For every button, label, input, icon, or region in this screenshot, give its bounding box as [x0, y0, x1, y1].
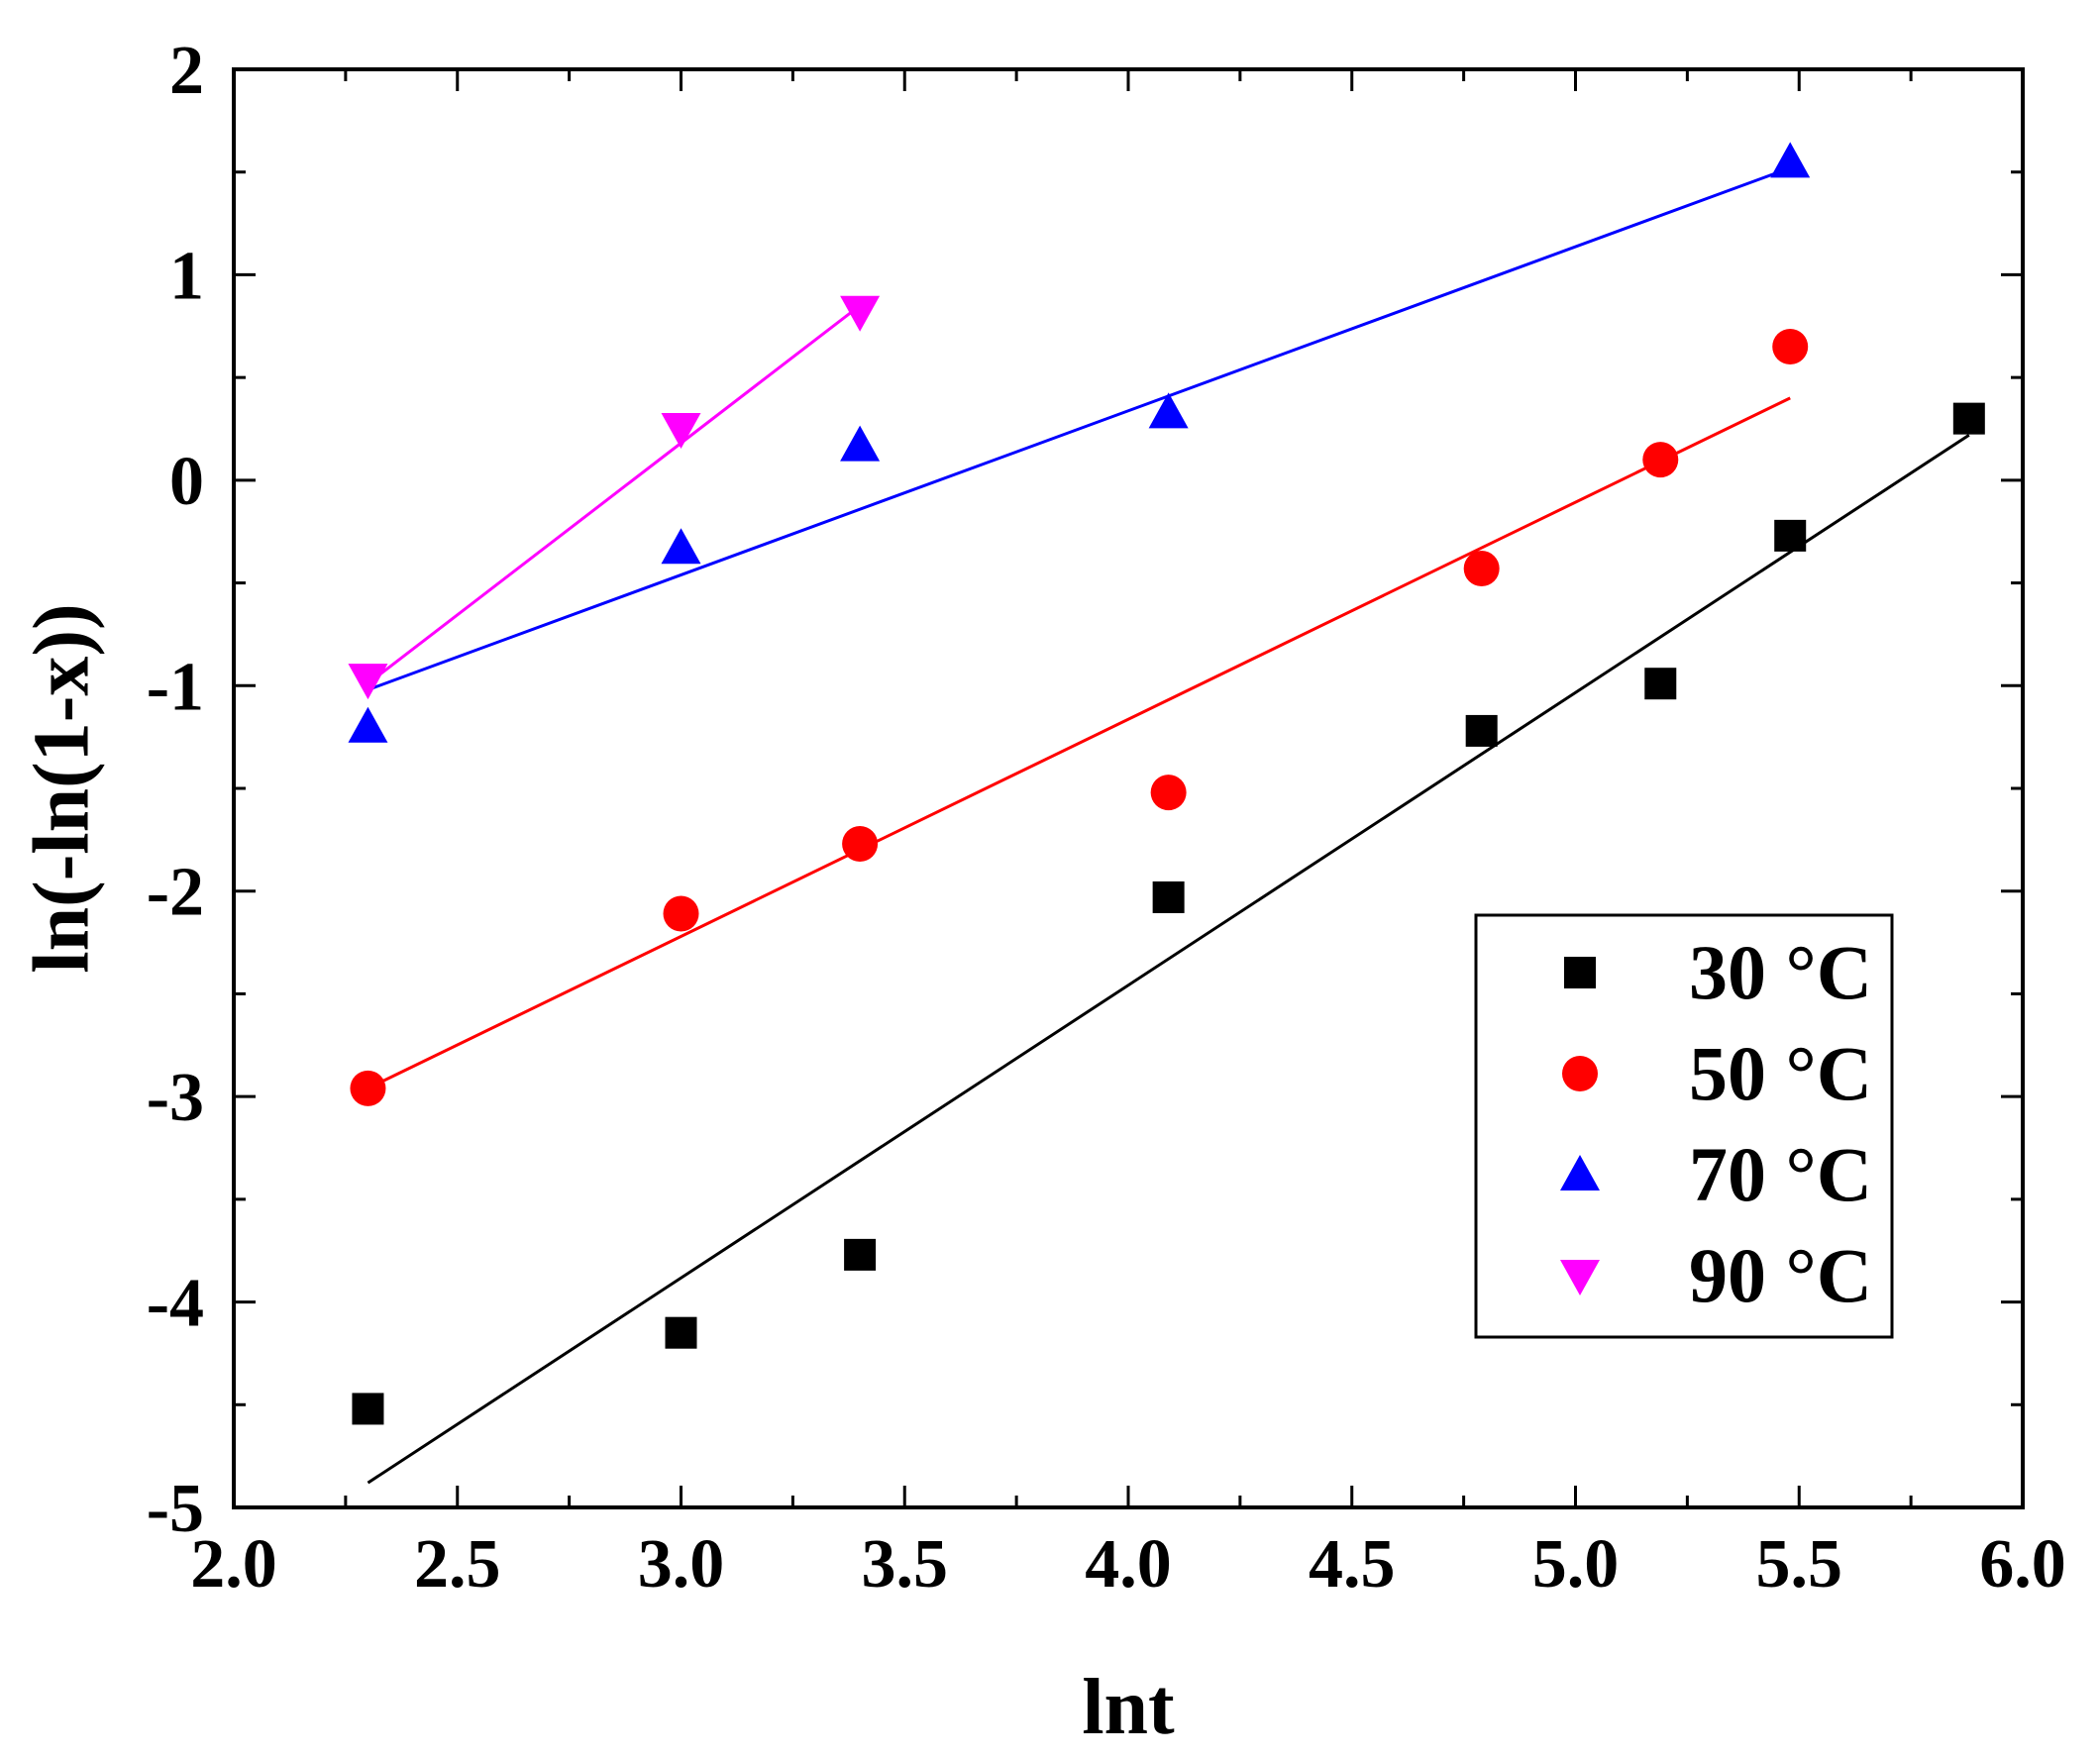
data-point-series-2: [842, 826, 879, 863]
x-tick-label: 3.5: [862, 1526, 949, 1603]
data-point-series-4: [840, 295, 881, 332]
legend-marker-series-3: [1560, 1155, 1600, 1191]
y-tick-label: -3: [147, 1060, 204, 1136]
fit-line-series-4: [367, 304, 862, 685]
data-point-series-2: [1463, 551, 1500, 587]
data-point-series-1: [665, 1316, 697, 1349]
data-point-series-1: [352, 1393, 384, 1425]
data-point-series-1: [844, 1238, 877, 1271]
x-tick-label: 5.0: [1532, 1526, 1620, 1603]
data-point-series-3: [1148, 392, 1189, 429]
x-tick-label: 6.0: [1979, 1526, 2066, 1603]
y-tick-label: 1: [169, 238, 204, 314]
legend-marker-series-1: [1564, 957, 1596, 988]
y-tick-label: -2: [147, 855, 204, 931]
legend-label-series-2: 50 °C: [1689, 1030, 1872, 1116]
legend-marker-series-2: [1562, 1056, 1598, 1091]
x-tick-label: 4.5: [1309, 1526, 1396, 1603]
y-tick-label: -4: [147, 1266, 204, 1342]
data-point-series-1: [1644, 668, 1677, 700]
data-points: [348, 142, 1985, 1425]
fit-line-series-1: [367, 433, 1970, 1485]
data-point-series-2: [1150, 775, 1187, 811]
data-point-series-4: [348, 664, 388, 700]
data-point-series-2: [663, 895, 699, 932]
legend: 30 °C 50 °C 70 °C 90 °C: [1474, 913, 1894, 1339]
data-point-series-3: [661, 528, 701, 565]
legend-label-series-4: 90 °C: [1689, 1232, 1872, 1318]
data-point-series-1: [1774, 519, 1807, 552]
data-point-series-2: [350, 1070, 386, 1106]
legend-label-series-1: 30 °C: [1689, 929, 1872, 1015]
legend-box: [1474, 913, 1894, 1339]
x-tick-label: 2.0: [190, 1526, 277, 1603]
y-tick-label: 0: [169, 444, 204, 520]
data-point-series-2: [1772, 329, 1809, 365]
data-point-series-1: [1465, 714, 1498, 747]
data-point-series-4: [661, 413, 701, 449]
x-axis-title: lnt: [1082, 1664, 1175, 1751]
data-point-series-3: [840, 425, 881, 462]
fit-line-series-2: [367, 396, 1791, 1090]
fit-lines: [367, 166, 1970, 1485]
x-tick-label: 3.0: [638, 1526, 725, 1603]
axis-ticks: [232, 67, 2025, 1509]
data-point-series-3: [348, 706, 388, 743]
data-point-series-3: [1770, 142, 1811, 178]
data-point-series-1: [1952, 402, 1985, 435]
y-tick-label: -5: [147, 1471, 204, 1547]
legend-marker-series-4: [1560, 1260, 1600, 1295]
y-tick-label: 2: [169, 33, 204, 109]
fit-line-series-3: [367, 166, 1791, 691]
legend-label-series-3: 70 °C: [1689, 1131, 1872, 1217]
data-point-series-2: [1642, 442, 1679, 478]
data-point-series-1: [1152, 880, 1185, 913]
y-axis-title: ln(-ln(1-x)): [18, 603, 105, 973]
x-tick-label: 4.0: [1085, 1526, 1172, 1603]
axis-tick-labels: 2.0 2.5 3.0 3.5 4.0 4.5 5.0 5.5 6.0 -5 -4 -3 -2 -1 0 1 2: [147, 33, 2066, 1603]
y-tick-label: -1: [147, 649, 204, 725]
x-tick-label: 5.5: [1756, 1526, 1843, 1603]
x-tick-label: 2.5: [414, 1526, 501, 1603]
